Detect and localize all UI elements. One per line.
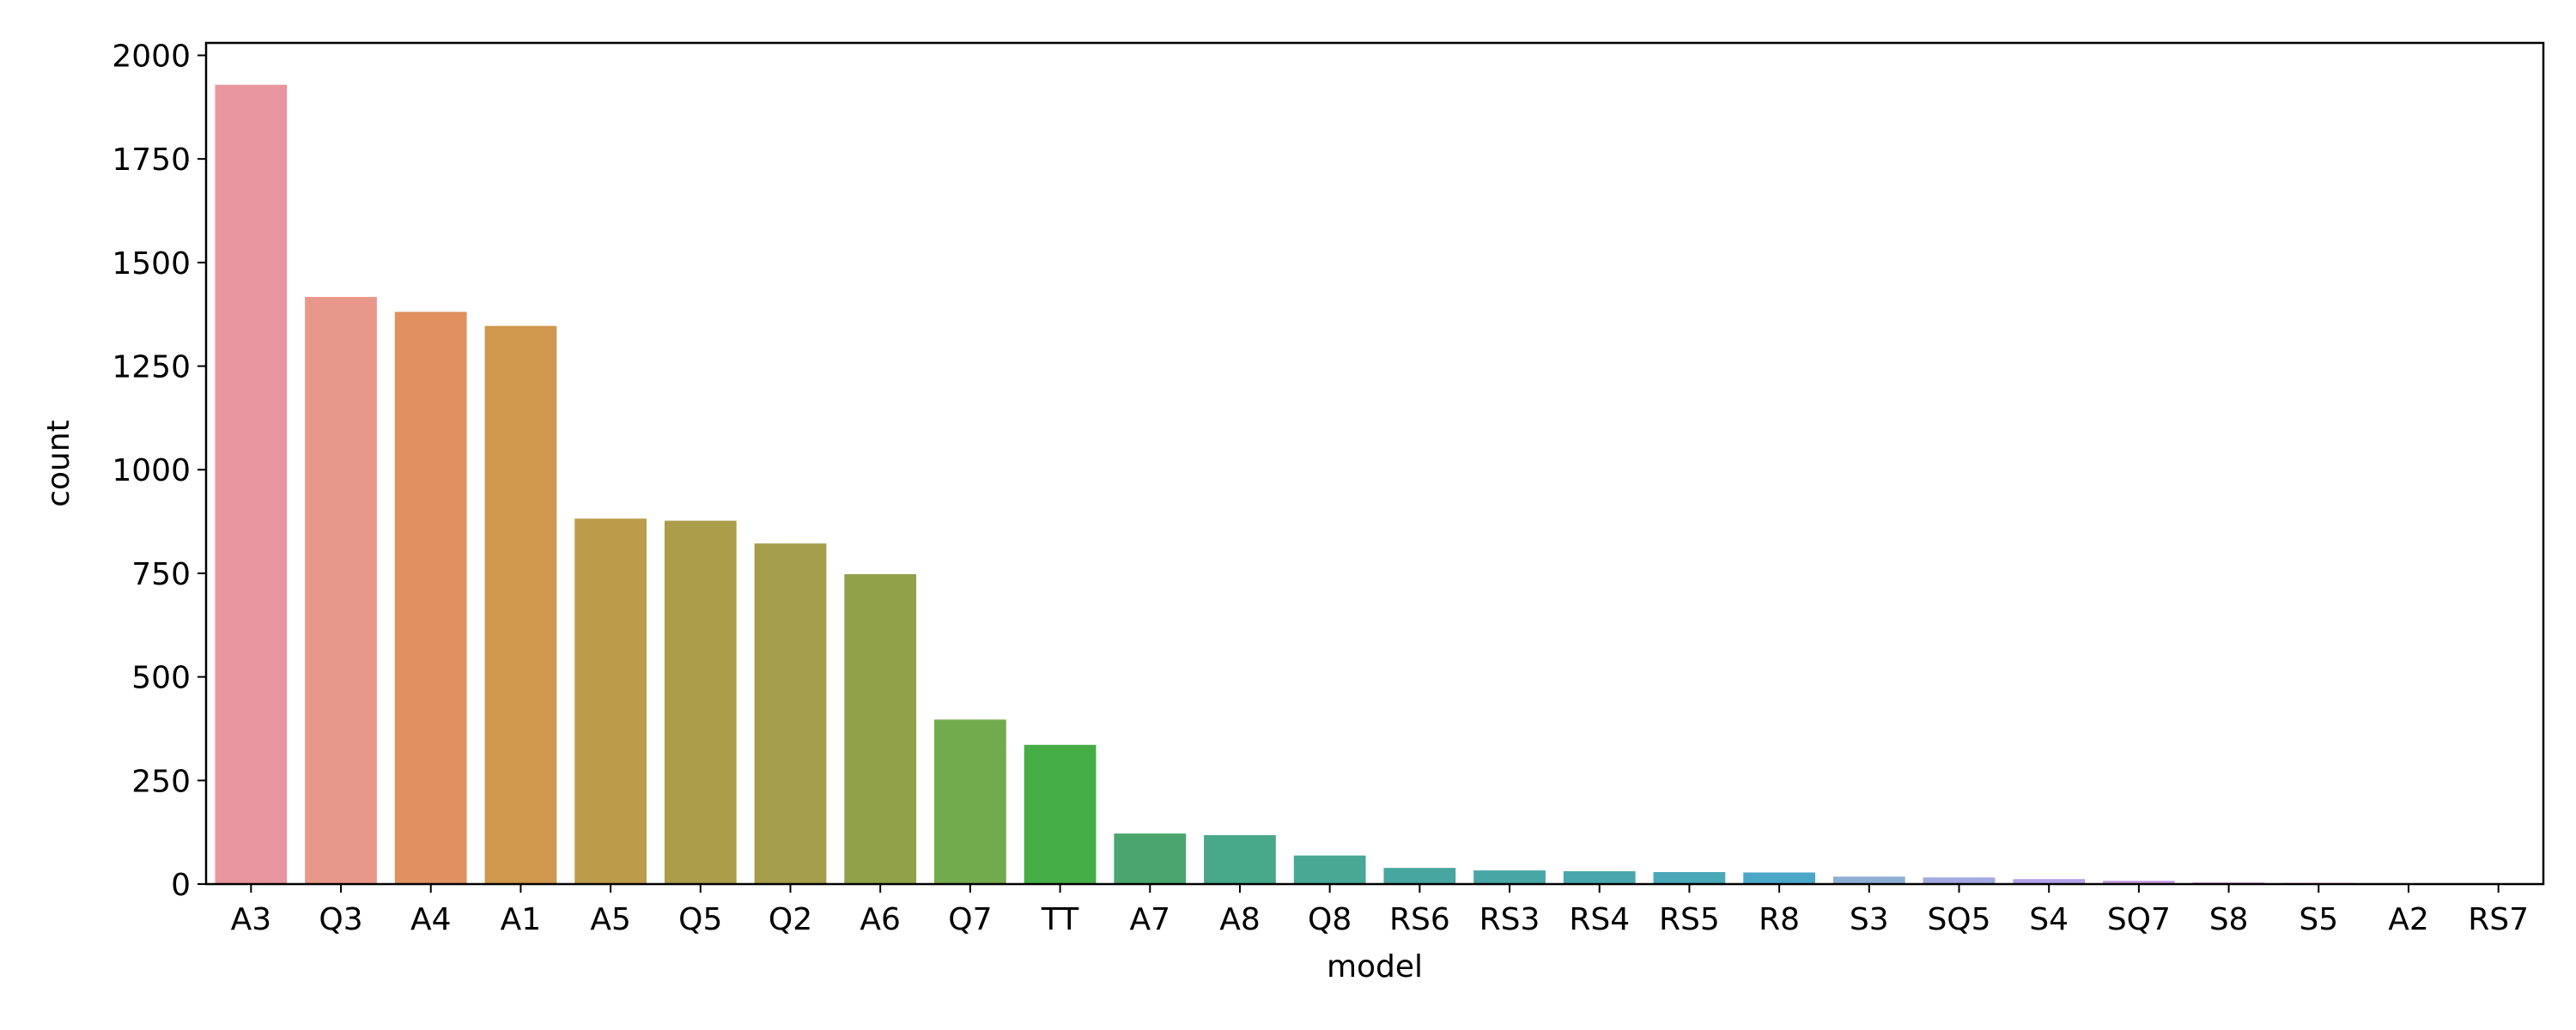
plot-frame — [204, 41, 2545, 886]
y-tick-label: 0 — [171, 868, 191, 903]
x-tick-label: A2 — [2388, 902, 2429, 937]
bar-rs5 — [1653, 872, 1726, 884]
bar-a8 — [1204, 835, 1276, 884]
bar-a7 — [1114, 833, 1187, 884]
y-tick-label: 750 — [131, 557, 191, 592]
bar-sq7 — [2103, 881, 2175, 884]
bar-rs3 — [1473, 870, 1546, 884]
x-tick-label: A1 — [501, 902, 542, 937]
bar-tt — [1024, 744, 1097, 884]
x-tick-label: R8 — [1759, 902, 1800, 937]
x-tick-label: Q5 — [678, 902, 722, 937]
x-tick-label: A3 — [231, 902, 272, 937]
x-tick-label: SQ5 — [1927, 902, 1990, 937]
x-tick-label: SQ7 — [2107, 902, 2171, 937]
x-tick-label: RS7 — [2468, 902, 2529, 937]
x-tick-label: S4 — [2029, 902, 2069, 937]
x-tick-label: RS3 — [1479, 902, 1540, 937]
y-tick-label: 1250 — [112, 350, 191, 385]
x-tick-label: A7 — [1130, 902, 1171, 937]
bar-q7 — [934, 719, 1006, 884]
bar-q2 — [754, 543, 827, 884]
bar-rs6 — [1383, 868, 1456, 884]
bar-sq5 — [1923, 877, 1996, 884]
x-tick-label: S8 — [2209, 902, 2249, 937]
x-tick-label: S3 — [1850, 902, 1889, 937]
y-tick-label: 1000 — [112, 453, 191, 488]
bar-s3 — [1832, 876, 1905, 884]
x-axis-title: model — [1327, 949, 1423, 985]
bars-group — [215, 84, 2535, 885]
x-tick-label: A6 — [860, 902, 901, 937]
bar-q8 — [1293, 855, 1366, 884]
y-tick-label: 500 — [131, 661, 191, 696]
x-tick-label: Q2 — [769, 902, 812, 937]
x-axis-ticks: A3 Q3 A4 A1 A5 Q5 Q2 A6 Q7 TT A7 A8 Q8 RS6 RS3 RS4 RS5 R8… — [231, 884, 2529, 937]
x-tick-label: Q8 — [1308, 902, 1352, 937]
bar-a1 — [484, 325, 557, 885]
y-tick-label: 250 — [131, 764, 191, 799]
y-tick-label: 2000 — [112, 39, 191, 74]
x-tick-label: TT — [1041, 902, 1079, 937]
bar-s4 — [2013, 879, 2086, 884]
y-axis-ticks: 0 250 500 750 1000 1250 1500 1750 2000 — [112, 39, 206, 903]
bar-a5 — [574, 518, 647, 884]
bar-rs4 — [1563, 871, 1636, 884]
x-tick-label: Q7 — [948, 902, 992, 937]
y-tick-label: 1500 — [112, 246, 191, 282]
x-tick-label: Q3 — [319, 902, 362, 937]
y-axis-title: count — [41, 420, 76, 507]
bar-a4 — [394, 312, 467, 885]
bar-q5 — [664, 520, 737, 884]
x-tick-label: A8 — [1219, 902, 1261, 937]
x-tick-label: S5 — [2299, 902, 2338, 937]
x-tick-label: RS6 — [1389, 902, 1450, 937]
bar-q3 — [305, 296, 377, 884]
bar-a6 — [844, 573, 917, 884]
x-tick-label: RS5 — [1659, 902, 1720, 937]
x-tick-label: A4 — [410, 902, 452, 937]
y-tick-label: 1750 — [112, 142, 191, 178]
bar-a3 — [215, 84, 288, 885]
x-tick-label: A5 — [590, 902, 631, 937]
bar-r8 — [1743, 872, 1815, 884]
x-tick-label: RS4 — [1569, 902, 1630, 937]
